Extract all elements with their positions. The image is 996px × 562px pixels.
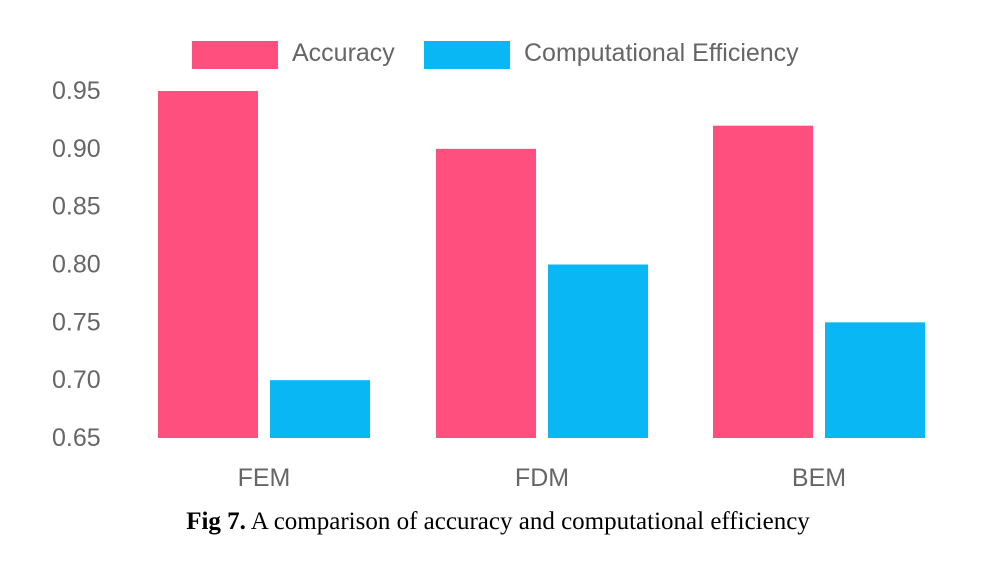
y-tick-label: 0.85 [52,193,101,221]
legend-swatch-accuracy [192,41,278,69]
x-tick-label-bem: BEM [792,464,846,492]
y-axis: 0.95 0.90 0.85 0.80 0.75 0.70 0.65 [52,77,101,452]
y-tick-label: 0.90 [52,135,101,163]
bar-fem-computational-efficiency [270,380,370,438]
y-tick-label: 0.75 [52,308,101,336]
bar-chart: Accuracy Computational Efficiency 0.950.9… [52,39,925,492]
x-axis: FEM FDM BEM [238,464,846,492]
legend-label-accuracy: Accuracy [292,39,395,67]
x-tick-label-fem: FEM [238,464,291,492]
chart-legend: Accuracy Computational Efficiency [192,39,799,69]
y-tick-label: 0.80 [52,251,101,279]
figure-number: Fig 7. [186,508,246,535]
bar-bem-computational-efficiency [825,322,925,438]
bar-fdm-computational-efficiency [548,264,648,438]
legend-label-computational-efficiency: Computational Efficiency [524,39,799,67]
bar-bem-accuracy [713,125,813,438]
legend-swatch-computational-efficiency [424,41,510,69]
y-tick-label: 0.95 [52,77,101,105]
bar-series [158,91,925,439]
bar-fem-accuracy [158,91,258,438]
y-tick-label: 0.65 [52,424,101,452]
y-tick-label: 0.70 [52,366,101,394]
x-tick-label-fdm: FDM [515,464,569,492]
figure-caption-text: A comparison of accuracy and computation… [245,508,810,535]
bar-fdm-accuracy [436,148,536,439]
figure-caption: Fig 7. A comparison of accuracy and comp… [0,508,996,536]
